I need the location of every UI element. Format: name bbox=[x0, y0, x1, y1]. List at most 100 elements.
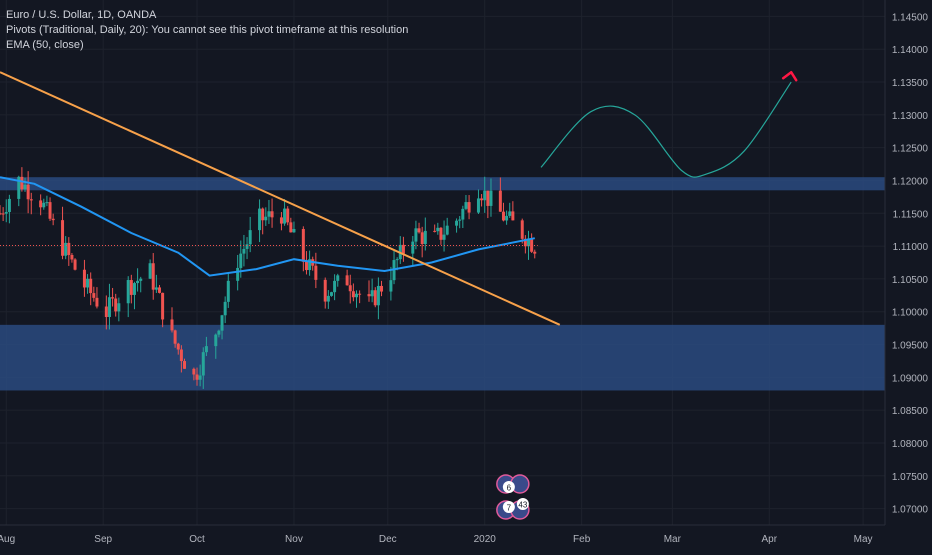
candle-body bbox=[476, 198, 480, 213]
candle-body bbox=[39, 200, 43, 208]
candle-body bbox=[148, 263, 152, 279]
price-tick-label: 1.13500 bbox=[892, 78, 929, 89]
candle-body bbox=[323, 279, 327, 302]
candle-body bbox=[283, 208, 287, 224]
marker-badge bbox=[516, 498, 529, 510]
time-tick-label: Sep bbox=[94, 534, 112, 545]
candle-body bbox=[414, 228, 418, 242]
candle-body bbox=[86, 278, 90, 288]
descending-trendline bbox=[0, 71, 561, 326]
price-zone bbox=[0, 177, 885, 191]
price-tick-label: 1.12000 bbox=[892, 176, 929, 187]
time-tick-label: Mar bbox=[664, 534, 682, 545]
candle-body bbox=[176, 343, 180, 350]
price-tick-label: 1.13000 bbox=[892, 111, 929, 122]
candle-body bbox=[308, 259, 312, 271]
candle-body bbox=[73, 259, 77, 270]
candle-body bbox=[26, 184, 30, 200]
time-tick-label: Dec bbox=[379, 534, 397, 545]
arrow-head-icon bbox=[781, 70, 798, 82]
support-resistance-zones bbox=[0, 177, 885, 391]
candle-body bbox=[245, 244, 249, 249]
candle-body bbox=[117, 303, 121, 312]
marker-count: 7 bbox=[507, 504, 512, 513]
time-tick-label: May bbox=[854, 534, 873, 545]
price-tick-label: 1.08500 bbox=[892, 406, 929, 417]
candle-body bbox=[201, 352, 205, 376]
candle-body bbox=[17, 176, 21, 199]
candle-body bbox=[151, 263, 155, 290]
candle-body bbox=[389, 280, 393, 292]
candle-body bbox=[279, 217, 283, 224]
candle-body bbox=[248, 230, 252, 245]
candle-body bbox=[23, 184, 27, 190]
price-axis[interactable]: 1.14500 1.14000 1.13500 1.13000 1.12500 1.120… bbox=[884, 0, 932, 550]
marker-count: 43 bbox=[518, 501, 527, 510]
candle-body bbox=[42, 202, 46, 208]
candle-body bbox=[433, 230, 437, 232]
candle-body bbox=[520, 220, 524, 239]
candle-body bbox=[351, 291, 355, 298]
candle-body bbox=[214, 334, 218, 347]
candle-body bbox=[236, 267, 240, 281]
candle-body bbox=[417, 228, 421, 233]
candle-body bbox=[289, 222, 293, 233]
candle-body bbox=[314, 265, 318, 280]
projection-drawing[interactable] bbox=[540, 70, 798, 178]
candle-body bbox=[195, 374, 199, 380]
candle-body bbox=[286, 208, 290, 223]
time-tick-label: Aug bbox=[0, 534, 15, 545]
candle-body bbox=[226, 280, 230, 302]
time-tick-label: Feb bbox=[573, 534, 591, 545]
candle-body bbox=[170, 319, 174, 331]
price-tick-label: 1.10000 bbox=[892, 308, 929, 319]
candle-body bbox=[61, 220, 65, 256]
marker-badge bbox=[502, 481, 515, 493]
candle-body bbox=[89, 278, 93, 294]
candle-body bbox=[533, 251, 537, 254]
time-axis[interactable]: Aug Sep Oct Nov Dec 2020 Feb Mar Apr May bbox=[0, 524, 932, 550]
candle-body bbox=[132, 283, 136, 295]
candle-body bbox=[442, 234, 446, 240]
candle-body bbox=[467, 202, 471, 213]
price-axis-background bbox=[885, 0, 932, 550]
ema-indicator-label[interactable]: EMA (50, close) bbox=[6, 39, 84, 51]
candle-body bbox=[198, 375, 202, 380]
candle-body bbox=[505, 215, 509, 221]
pivot-markers[interactable]: 6 7 43 bbox=[496, 474, 530, 520]
time-tick-label: Nov bbox=[285, 534, 303, 545]
candle-body bbox=[501, 211, 505, 221]
candle-body bbox=[104, 306, 108, 317]
candle-body bbox=[329, 292, 333, 296]
symbol-title[interactable]: Euro / U.S. Dollar, 1D, OANDA bbox=[6, 9, 157, 21]
candle-body bbox=[367, 294, 371, 297]
candle-body bbox=[489, 190, 493, 206]
candle-body bbox=[0, 213, 2, 215]
candle-body bbox=[420, 232, 424, 245]
candle-body bbox=[267, 211, 271, 217]
candle-body bbox=[395, 259, 399, 261]
candle-body bbox=[114, 298, 118, 312]
price-tick-label: 1.09000 bbox=[892, 373, 929, 384]
candlestick-series bbox=[0, 167, 537, 389]
candle-body bbox=[154, 287, 158, 290]
candle-body bbox=[373, 290, 377, 306]
pivots-indicator-label[interactable]: Pivots (Traditional, Daily, 20): You can… bbox=[6, 24, 409, 36]
candle-body bbox=[67, 242, 71, 255]
candle-body bbox=[111, 297, 115, 299]
candle-body bbox=[358, 293, 362, 295]
candle-body bbox=[439, 227, 443, 240]
ema-series bbox=[0, 176, 535, 277]
candle-body bbox=[464, 202, 468, 209]
candle-body bbox=[45, 202, 49, 204]
candle-body bbox=[380, 285, 384, 292]
trendline[interactable] bbox=[0, 71, 561, 326]
candle-body bbox=[345, 275, 349, 286]
candle-body bbox=[183, 361, 187, 369]
price-tick-label: 1.08000 bbox=[892, 439, 929, 450]
price-tick-label: 1.09500 bbox=[892, 341, 929, 352]
price-tick-label: 1.07000 bbox=[892, 505, 929, 516]
candle-body bbox=[161, 292, 165, 320]
